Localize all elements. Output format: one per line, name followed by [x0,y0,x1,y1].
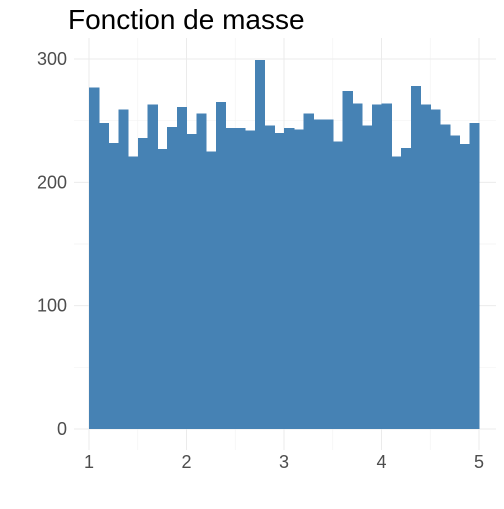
histogram-bar [108,142,119,429]
histogram-bar [449,135,461,429]
histogram-bar [284,128,295,430]
histogram-bar [186,134,197,429]
histogram-bar [225,128,236,430]
histogram-bar [420,104,431,429]
histogram-bar [98,123,110,429]
histogram-bar [176,107,188,429]
histogram-bar [118,109,129,430]
histogram-bar [469,123,480,429]
histogram-bar [459,144,470,429]
x-tick-label: 5 [474,452,484,472]
histogram-bar [323,119,334,429]
y-tick-label: 0 [57,419,67,439]
bars-layer [89,60,480,430]
histogram-bar [206,151,217,429]
histogram-bar [235,128,246,430]
histogram-bar [293,129,305,430]
histogram-bar [147,104,158,429]
histogram-bar [128,156,139,429]
x-tick-label: 4 [376,452,386,472]
histogram-bar [254,60,266,429]
histogram-bar [362,125,373,429]
histogram-bar [332,141,344,429]
histogram-bar [313,119,324,429]
x-tick-label: 1 [84,452,94,472]
histogram-bar [167,126,178,429]
y-tick-label: 200 [37,172,67,192]
histogram-bar [410,86,422,429]
histogram-bar [430,109,441,430]
histogram-bar [352,103,363,430]
histogram-bar [137,137,149,429]
histogram-bar [391,156,402,429]
histogram-bar [264,125,275,429]
histogram-bar [89,87,100,429]
histogram-bar [196,113,207,430]
histogram-bar [381,103,392,430]
histogram-bar [440,124,451,429]
histogram-bar [215,102,227,430]
histogram-bar [303,113,314,430]
y-tick-label: 100 [37,296,67,316]
histogram-bar [342,91,353,430]
histogram-bar [274,133,285,429]
histogram-bar [401,147,412,430]
x-axis-tick-labels: 1 2 3 4 5 [84,452,484,472]
chart-title: Fonction de masse [68,4,305,35]
y-tick-label: 300 [37,49,67,69]
y-axis-tick-labels: 0 100 200 300 [37,49,67,439]
histogram-bar [371,104,383,429]
histogram-bar [245,130,256,430]
x-tick-label: 2 [181,452,191,472]
x-tick-label: 3 [279,452,289,472]
histogram-bar [157,149,168,430]
